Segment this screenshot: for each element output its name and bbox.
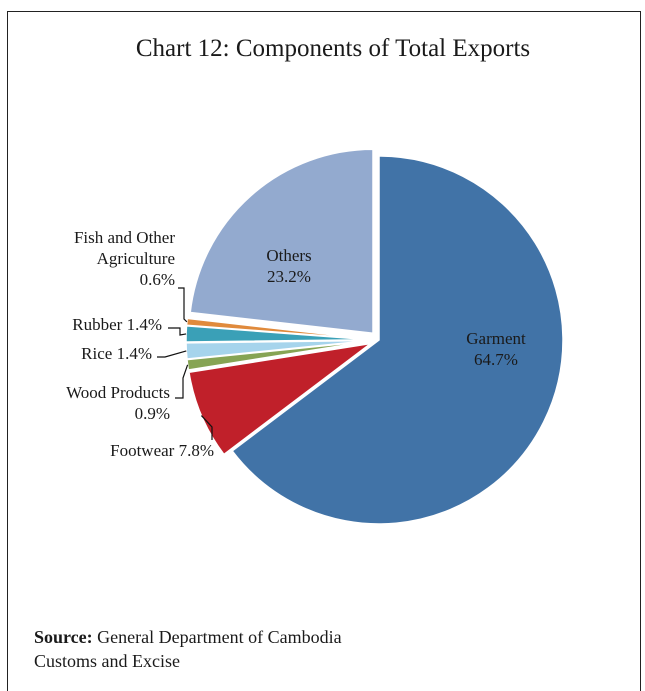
slice-label-fish-and-other-agriculture: Fish and Other Agriculture 0.6% xyxy=(74,228,175,289)
source-text: General Department of Cambodia xyxy=(97,627,342,647)
leader-line-wood-products xyxy=(175,364,189,399)
pie-slice-garment xyxy=(231,155,564,525)
source-label: Source: xyxy=(34,627,93,647)
slice-label-rubber: Rubber 1.4% xyxy=(72,315,162,334)
leader-line-footwear xyxy=(200,415,213,440)
source-text-2: Customs and Excise xyxy=(34,651,180,671)
leader-line-fish-and-other-agriculture xyxy=(178,287,188,323)
slice-label-wood-products: Wood Products 0.9% xyxy=(66,383,170,423)
chart-title: Chart 12: Components of Total Exports xyxy=(136,35,530,62)
leader-line-rice xyxy=(157,350,187,358)
slice-label-garment: Garment 64.7% xyxy=(466,329,526,369)
leader-line-rubber xyxy=(168,327,187,336)
slice-label-others: Others 23.2% xyxy=(266,246,311,286)
pie-slice-footwear xyxy=(188,342,372,456)
slice-label-footwear: Footwear 7.8% xyxy=(110,441,214,460)
slice-label-rice: Rice 1.4% xyxy=(81,344,152,363)
chart-frame xyxy=(7,11,641,691)
pie-slice-others xyxy=(189,148,374,335)
slice-labels: Garment 64.7% Others 23.2% Footwear 7.8% Wood… xyxy=(66,228,526,460)
pie-slices xyxy=(185,148,564,525)
source-note: Source: General Department of Cambodia C… xyxy=(34,625,454,673)
leader-lines xyxy=(157,287,213,440)
